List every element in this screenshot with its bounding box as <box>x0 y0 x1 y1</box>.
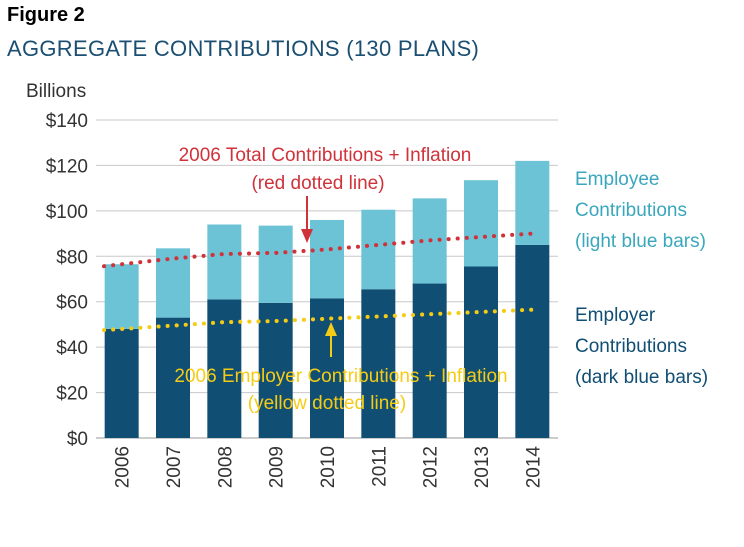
bar-employee <box>310 219 344 299</box>
y-tick-label: $100 <box>46 202 88 223</box>
bar-employee <box>156 248 190 318</box>
legend-employee-line-3: (light blue bars) <box>575 231 706 252</box>
figure-title: AGGREGATE CONTRIBUTIONS (130 PLANS) <box>7 36 480 61</box>
x-tick-label: 2009 <box>267 446 288 488</box>
bar-employer <box>310 298 344 438</box>
y-axis-unit-label: Billions <box>26 81 87 102</box>
legend-employer-line-3: (dark blue bars) <box>575 367 709 388</box>
y-axis-ticks: $0 $20 $40 $60 $80 $100 $120 $140 <box>46 111 88 450</box>
y-tick-label: $60 <box>56 293 88 314</box>
x-axis-ticks: 2006 2007 2008 2009 2010 2011 2012 2013 2014 <box>113 446 545 489</box>
x-tick-label: 2008 <box>215 446 236 488</box>
annotation-total-line-2: (red dotted line) <box>251 173 384 194</box>
bar-employer <box>258 302 293 438</box>
inflation-lines <box>102 231 534 333</box>
y-tick-label: $140 <box>46 111 88 132</box>
x-tick-label: 2010 <box>318 446 339 488</box>
bars <box>104 160 550 438</box>
bar-employer <box>464 266 498 438</box>
annotation-employer-line-2: (yellow dotted line) <box>248 393 406 414</box>
figure-label: Figure 2 <box>7 4 85 26</box>
annotation-total-line-1: 2006 Total Contributions + Inflation <box>179 145 472 166</box>
bar-employer <box>412 283 447 438</box>
x-tick-label: 2011 <box>369 446 390 487</box>
x-tick-label: 2006 <box>113 446 134 488</box>
x-tick-label: 2013 <box>472 446 493 488</box>
y-tick-label: $80 <box>56 247 88 268</box>
y-tick-label: $20 <box>56 384 88 405</box>
y-tick-label: $0 <box>67 429 88 450</box>
bar-employee <box>104 264 139 329</box>
x-tick-label: 2014 <box>523 446 544 489</box>
annotations: 2006 Total Contributions + Inflation (red… <box>174 145 507 414</box>
x-tick-label: 2012 <box>421 446 442 488</box>
employer-inflation-line <box>102 307 534 333</box>
bar-employee <box>515 160 550 245</box>
legend-employee-line-1: Employee <box>575 169 660 190</box>
y-tick-label: $120 <box>46 156 88 177</box>
legend-employer-line-2: Contributions <box>575 336 687 357</box>
legend-employee: Employee Contributions (light blue bars) <box>575 164 706 257</box>
bar-employer <box>361 289 396 438</box>
bar-employer <box>515 244 550 438</box>
x-tick-label: 2007 <box>164 446 185 488</box>
y-tick-label: $40 <box>56 338 88 359</box>
annotation-employer-line-1: 2006 Employer Contributions + Inflation <box>174 366 507 387</box>
bar-employer <box>104 328 139 438</box>
bar-employee <box>207 224 242 300</box>
total-inflation-line <box>102 231 534 269</box>
legend-employer-line-1: Employer <box>575 305 656 326</box>
bar-employee <box>464 180 498 267</box>
arrow-total-head <box>301 229 313 243</box>
legend-employee-line-2: Contributions <box>575 200 687 221</box>
bar-employer <box>156 317 190 438</box>
legend-employer: Employer Contributions (dark blue bars) <box>575 300 708 393</box>
arrow-employer-head <box>325 322 337 336</box>
bar-employee <box>361 209 396 290</box>
bar-employee <box>258 225 293 303</box>
